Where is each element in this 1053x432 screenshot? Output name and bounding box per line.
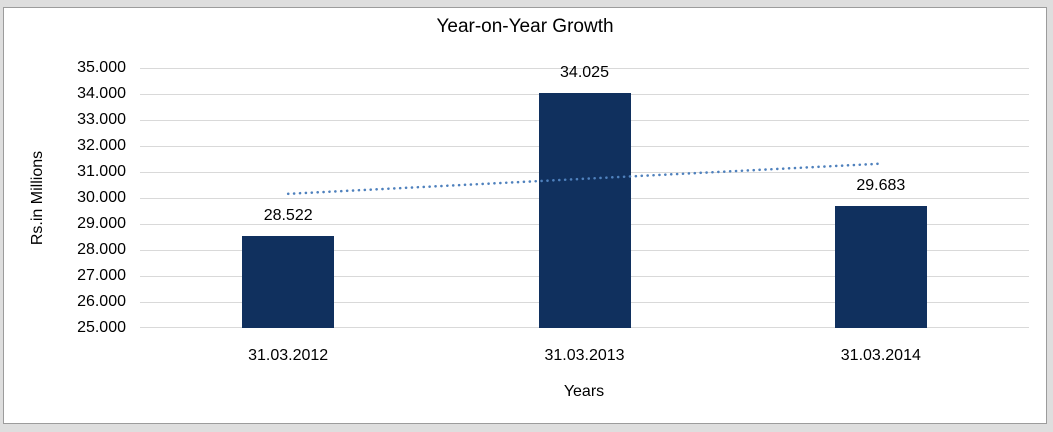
bar-value-label: 34.025 [560, 64, 609, 82]
y-tick-label: 26.000 [77, 293, 126, 310]
bar-31.03.2014 [834, 206, 927, 328]
plot-area: 28.522 34.025 29.683 [140, 64, 1029, 328]
y-tick-label: 35.000 [77, 59, 126, 76]
y-tick-label: 33.000 [77, 111, 126, 128]
y-tick-label: 32.000 [77, 137, 126, 154]
y-tick-label: 25.000 [77, 319, 126, 336]
trendline [286, 162, 883, 196]
chart-frame: Year-on-Year Growth Rs.in Millions 25.00… [3, 7, 1047, 424]
y-tick-label: 31.000 [77, 163, 126, 180]
x-tick-label: 31.03.2013 [544, 347, 625, 364]
chart-title: Year-on-Year Growth [436, 16, 614, 37]
gridline [140, 68, 1029, 69]
x-tick-label: 31.03.2014 [840, 347, 921, 364]
x-axis-title: Years [563, 383, 605, 400]
y-tick-label: 34.000 [77, 85, 126, 102]
y-tick-label: 29.000 [77, 215, 126, 232]
y-tick-label: 28.000 [77, 241, 126, 258]
y-tick-label: 30.000 [77, 189, 126, 206]
bar-31.03.2013 [538, 93, 631, 328]
bar-value-label: 28.522 [263, 207, 313, 225]
y-tick-label: 27.000 [77, 267, 126, 284]
bar-value-label: 29.683 [856, 177, 906, 195]
bar-31.03.2012 [242, 236, 335, 328]
x-tick-label: 31.03.2012 [248, 347, 329, 364]
